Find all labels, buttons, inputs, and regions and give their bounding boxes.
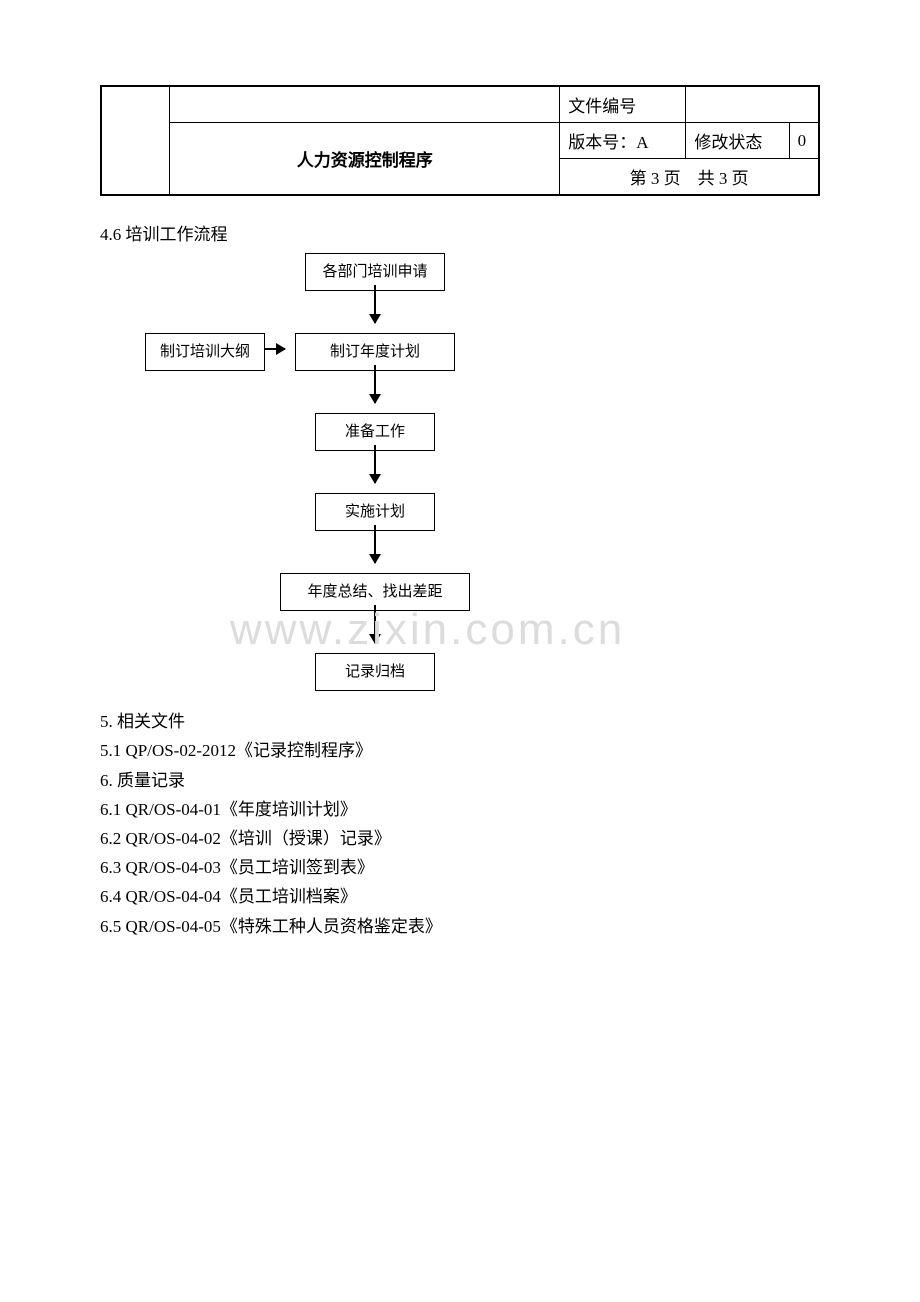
flow-node: 记录归档 <box>315 653 435 691</box>
flow-arrow <box>374 605 376 643</box>
section-6-item: 6.3 QR/OS-04-03《员工培训签到表》 <box>100 854 820 881</box>
version-label: 版本号：A <box>560 123 686 159</box>
doc-number-value <box>686 86 819 123</box>
section-4-6-heading: 4.6 培训工作流程 <box>100 221 820 248</box>
page-info: 第 3 页 共 3 页 <box>560 159 819 196</box>
section-5-item: 5.1 QP/OS-02-2012《记录控制程序》 <box>100 737 820 764</box>
section-6-item: 6.1 QR/OS-04-01《年度培训计划》 <box>100 796 820 823</box>
flow-arrow <box>374 525 376 563</box>
flow-arrow <box>374 365 376 403</box>
flow-arrow <box>374 285 376 323</box>
training-flowchart: 各部门培训申请 制订年度计划 制订培训大纲 准备工作 实施计划 年度总结、找出差… <box>100 253 820 703</box>
flow-arrow <box>265 348 285 350</box>
doc-number-label: 文件编号 <box>560 86 686 123</box>
document-header-table: 文件编号 人力资源控制程序 版本号：A 修改状态 0 第 3 页 共 3 页 <box>100 85 820 196</box>
section-5-heading: 5. 相关文件 <box>100 708 820 735</box>
revision-label: 修改状态 <box>686 123 789 159</box>
flow-node: 制订培训大纲 <box>145 333 265 371</box>
revision-value: 0 <box>789 123 819 159</box>
section-6-heading: 6. 质量记录 <box>100 767 820 794</box>
section-6-item: 6.2 QR/OS-04-02《培训（授课）记录》 <box>100 825 820 852</box>
flow-arrow <box>374 445 376 483</box>
section-6-item: 6.5 QR/OS-04-05《特殊工种人员资格鉴定表》 <box>100 913 820 940</box>
section-6-item: 6.4 QR/OS-04-04《员工培训档案》 <box>100 883 820 910</box>
document-title: 人力资源控制程序 <box>170 123 560 196</box>
